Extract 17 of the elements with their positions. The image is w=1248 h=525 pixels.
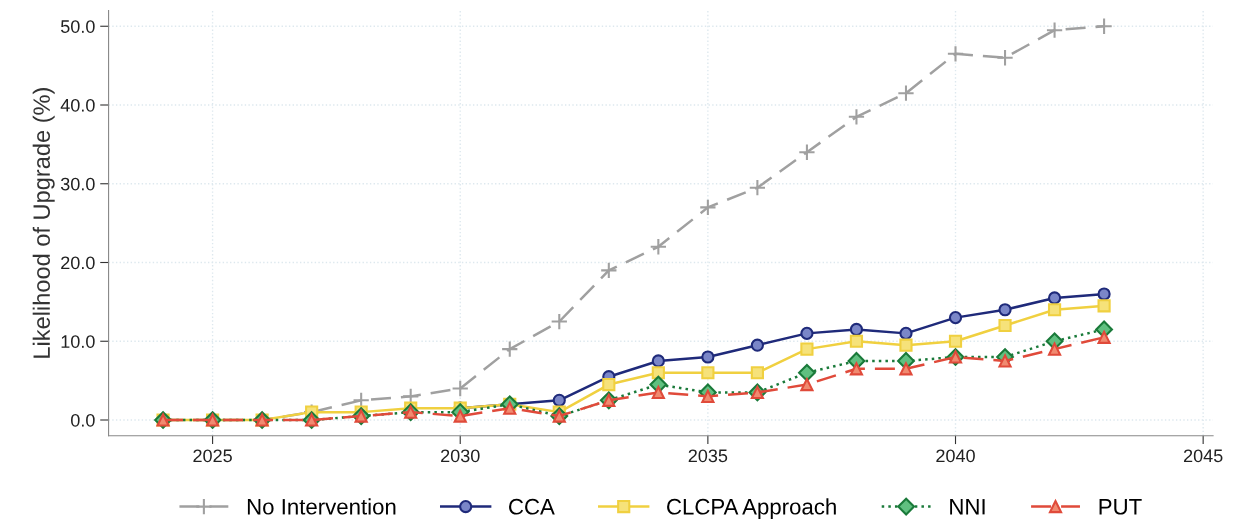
y-tick-label: 50.0 [60, 20, 95, 33]
x-tick-label: 2030 [441, 449, 480, 463]
x-tick-label: 2040 [936, 449, 975, 463]
y-tick-label: 20.0 [61, 256, 95, 270]
y-tick-label: 0.0 [70, 413, 95, 427]
y-tick-label: 40.0 [60, 98, 95, 112]
legend-label: PUT [1099, 499, 1142, 515]
x-tick-label: 2035 [688, 449, 728, 463]
legend-label: NNI [950, 499, 985, 515]
legend-label: CCA [509, 498, 555, 515]
legend-label: No Intervention [247, 498, 396, 515]
legend-label: CLCPA Approach [667, 498, 836, 519]
x-tick-label: 2045 [1183, 449, 1223, 463]
y-tick-label: 30.0 [60, 177, 95, 191]
x-tick-label: 2025 [193, 449, 232, 463]
y-axis-title: Likelihood of Upgrade (%) [32, 88, 55, 358]
y-tick-label: 10.0 [61, 335, 95, 348]
